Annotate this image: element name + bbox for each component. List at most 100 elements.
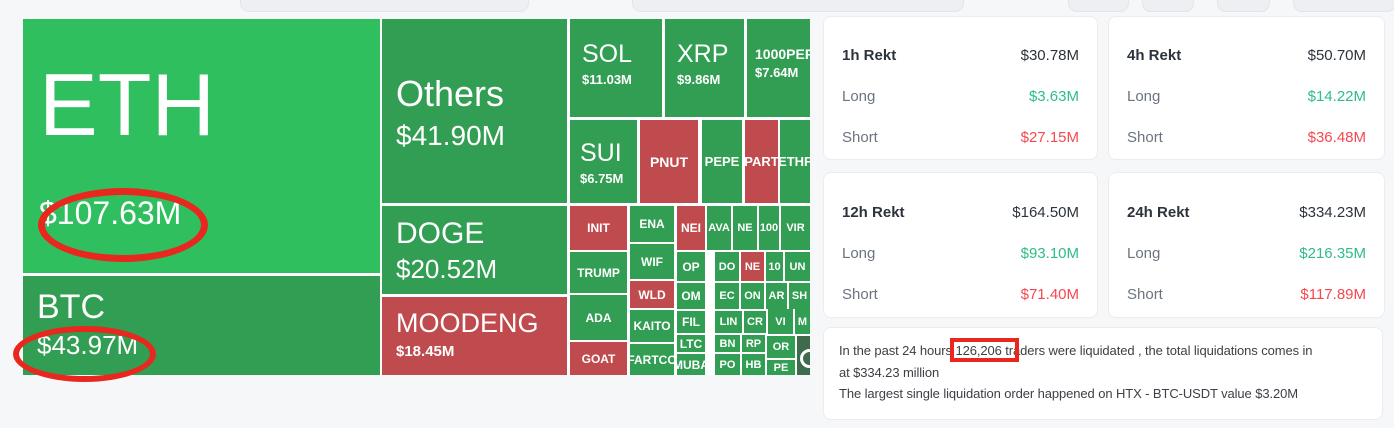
card-total: $50.70M xyxy=(1307,47,1366,64)
treemap-cell-trump[interactable]: TRUMP xyxy=(570,252,627,293)
treemap-cell-ena[interactable]: ENA xyxy=(630,206,674,242)
treemap-cell-bn[interactable]: BN xyxy=(715,335,740,352)
treemap-cell-others[interactable]: Others $41.90M xyxy=(382,19,567,203)
cell-symbol: XRP xyxy=(677,40,729,68)
treemap-cell-1000pepe[interactable]: 1000PEPE $7.64M xyxy=(747,19,810,117)
cell-value: $107.63M xyxy=(39,195,182,231)
cell-symbol: DO xyxy=(718,260,736,273)
cell-symbol: PART xyxy=(745,154,778,169)
cell-symbol: MOODENG xyxy=(396,308,539,338)
treemap-cell-om[interactable]: OM xyxy=(677,283,705,309)
treemap-cell-wif[interactable]: WIF xyxy=(630,244,674,279)
cell-symbol: M xyxy=(797,315,808,328)
treemap-cell-do[interactable]: DO xyxy=(715,252,739,281)
treemap-cell-vi[interactable]: VI xyxy=(768,309,793,334)
cell-symbol: PEPE xyxy=(704,154,740,169)
summary-line-3: The largest single liquidation order hap… xyxy=(839,386,1298,401)
treemap-cell-logo[interactable] xyxy=(797,336,810,375)
top-pill-button[interactable] xyxy=(1142,0,1194,12)
treemap-cell-doge[interactable]: DOGE $20.52M xyxy=(382,206,567,294)
treemap-cell-pe[interactable]: PE xyxy=(767,360,795,375)
summary-text: traders were liquidated , the total liqu… xyxy=(1001,343,1313,358)
treemap-cell-ec[interactable]: EC xyxy=(715,283,739,309)
treemap-cell-m[interactable]: M xyxy=(795,309,810,334)
cell-symbol: VIR xyxy=(786,222,805,234)
cell-symbol: PO xyxy=(719,358,736,371)
treemap-cell-po[interactable]: PO xyxy=(715,354,740,375)
short-label: Short xyxy=(842,129,878,146)
treemap-cell-sui[interactable]: SUI $6.75M xyxy=(570,120,637,203)
top-pill-button[interactable] xyxy=(1217,0,1270,12)
cell-symbol: UN xyxy=(789,260,806,273)
top-pill-button[interactable] xyxy=(1068,0,1129,12)
stat-card-12h-rekt: 12h Rekt $164.50M Long $93.10M Short $71.40… xyxy=(823,172,1098,318)
long-value: $3.63M xyxy=(1028,88,1079,105)
cell-symbol: 100 xyxy=(759,222,779,234)
treemap-cell-sh[interactable]: SH xyxy=(789,283,810,309)
treemap-cell-or[interactable]: OR xyxy=(767,336,795,358)
cell-symbol: ETHF xyxy=(780,154,810,169)
cell-symbol: FIL xyxy=(682,315,700,329)
cell-symbol: NEI xyxy=(680,221,701,235)
summary-text: In the past 24 hours xyxy=(839,343,956,358)
treemap-cell-ava[interactable]: AVA xyxy=(707,206,731,250)
treemap-cell-on[interactable]: ON xyxy=(741,283,764,309)
short-value: $27.15M xyxy=(1020,129,1079,146)
treemap-cell-fartco[interactable]: FARTCO xyxy=(630,344,674,375)
treemap-cell-nei[interactable]: NEI xyxy=(677,206,705,250)
treemap-cell-rp[interactable]: RP xyxy=(742,335,765,352)
cell-symbol: PE xyxy=(773,361,789,374)
cell-symbol: LTC xyxy=(679,336,703,351)
treemap-cell-wld[interactable]: WLD xyxy=(630,281,674,308)
cell-symbol: NE xyxy=(737,222,753,234)
cell-symbol: ETH xyxy=(39,55,215,154)
treemap-cell-un[interactable]: UN xyxy=(785,252,810,281)
treemap-cell-muba[interactable]: MUBA xyxy=(677,354,705,375)
treemap-cell-ada[interactable]: ADA xyxy=(570,295,627,340)
cell-symbol: NE xyxy=(744,260,761,273)
cell-symbol: INIT xyxy=(587,221,610,235)
treemap-cell-op[interactable]: OP xyxy=(677,252,705,281)
treemap-cell-xrp[interactable]: XRP $9.86M xyxy=(665,19,744,117)
cell-symbol: SOL xyxy=(582,40,633,68)
long-label: Long xyxy=(842,88,876,105)
cell-value: $18.45M xyxy=(396,343,455,360)
top-pill-button[interactable] xyxy=(1293,0,1394,12)
treemap-cell-ne[interactable]: NE xyxy=(733,206,757,250)
card-title: 4h Rekt xyxy=(1127,47,1182,64)
cell-symbol: 10 xyxy=(768,260,781,273)
cell-symbol: LIN xyxy=(719,316,738,328)
treemap-cell-sol[interactable]: SOL $11.03M xyxy=(570,19,662,117)
treemap-cell-10[interactable]: 10 xyxy=(766,252,783,281)
treemap-cell-fil[interactable]: FIL xyxy=(677,311,705,333)
treemap-cell-ltc[interactable]: LTC xyxy=(677,335,705,352)
top-pill-button[interactable] xyxy=(632,0,964,12)
treemap-cell-goat[interactable]: GOAT xyxy=(570,342,627,375)
treemap-cell-eth[interactable]: ETH $107.63M xyxy=(23,19,380,273)
treemap-cell-lin[interactable]: LIN xyxy=(715,311,742,333)
top-pill-button[interactable] xyxy=(240,0,529,12)
cell-symbol: SUI xyxy=(580,139,622,167)
treemap-cell-ethf[interactable]: ETHF xyxy=(780,120,810,203)
long-value: $93.10M xyxy=(1020,245,1079,262)
treemap-cell-ne[interactable]: NE xyxy=(741,252,764,281)
treemap-cell-vir[interactable]: VIR xyxy=(781,206,810,250)
treemap-cell-ar[interactable]: AR xyxy=(766,283,787,309)
treemap-cell-part[interactable]: PART xyxy=(745,120,778,203)
treemap-cell-pnut[interactable]: PNUT xyxy=(640,120,698,203)
treemap-cell-btc[interactable]: BTC $43.97M xyxy=(23,276,380,375)
cell-symbol: BN xyxy=(719,337,736,350)
cell-symbol: BTC xyxy=(37,288,105,326)
cell-symbol: AR xyxy=(768,290,785,302)
cell-symbol: EC xyxy=(719,290,735,302)
treemap-cell-cr[interactable]: CR xyxy=(744,311,766,333)
card-total: $334.23M xyxy=(1299,204,1366,221)
treemap-cell-moodeng[interactable]: MOODENG $18.45M xyxy=(382,297,567,375)
cell-value: $6.75M xyxy=(580,171,624,186)
treemap-cell-init[interactable]: INIT xyxy=(570,206,627,250)
treemap-cell-kaito[interactable]: KAITO xyxy=(630,310,674,342)
cell-symbol: MUBA xyxy=(677,357,705,372)
treemap-cell-pepe[interactable]: PEPE xyxy=(702,120,742,203)
treemap-cell-hb[interactable]: HB xyxy=(742,354,765,375)
treemap-cell-100[interactable]: 100 xyxy=(759,206,779,250)
